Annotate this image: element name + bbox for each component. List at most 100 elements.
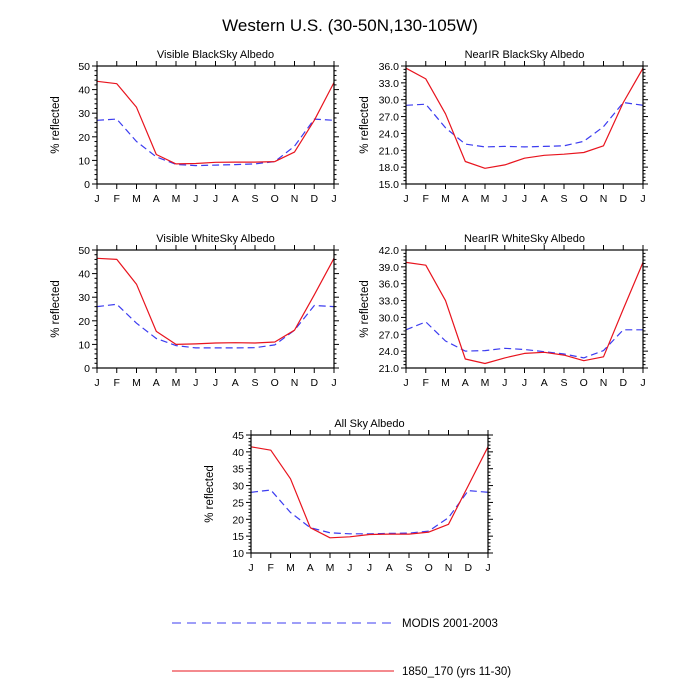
- panel-title: All Sky Albedo: [334, 418, 404, 430]
- y-tick-label: 21.0: [379, 363, 400, 375]
- series-line-modis: [96, 118, 335, 167]
- series-line-model: [405, 67, 644, 169]
- panel-visible-blacksky: Visible BlackSky Albedo % reflected 0 10 20 3…: [50, 49, 339, 205]
- x-tick-label: D: [619, 193, 627, 205]
- y-tick-label: 35: [232, 464, 244, 476]
- x-tick-label: J: [94, 193, 99, 205]
- y-tick-label: 0: [84, 363, 90, 375]
- x-tick-label: O: [580, 377, 588, 389]
- legend: MODIS 2001-2003 1850_170 (yrs 11-30): [172, 618, 511, 678]
- y-tick-label: 40: [78, 85, 90, 97]
- x-tick-label: J: [502, 377, 507, 389]
- y-tick-label: 24.0: [379, 128, 400, 140]
- x-tick-label: N: [600, 377, 608, 389]
- series-line-modis: [405, 321, 643, 359]
- x-tick-label: F: [423, 193, 429, 205]
- x-tick-label: J: [94, 377, 99, 389]
- y-tick-label: 30: [78, 292, 90, 304]
- y-tick-label: 40: [78, 269, 90, 281]
- plot-frame: [96, 65, 335, 185]
- y-tick-label: 25: [232, 497, 244, 509]
- legend-entry-modis: MODIS 2001-2003: [172, 618, 498, 630]
- x-tick-label: J: [331, 377, 336, 389]
- series-line-modis: [96, 303, 335, 349]
- y-tick-label: 27.0: [379, 329, 400, 341]
- x-tick-label: M: [132, 193, 141, 205]
- x-tick-label: J: [403, 377, 408, 389]
- y-tick-label: 50: [78, 61, 90, 73]
- x-tick-label: N: [291, 377, 299, 389]
- y-tick-label: 20: [78, 316, 90, 328]
- x-tick-label: J: [331, 193, 336, 205]
- y-tick-label: 36.0: [379, 61, 400, 73]
- x-tick-label: A: [153, 193, 160, 205]
- y-tick-label: 30.0: [379, 312, 400, 324]
- plot-frame: [250, 434, 489, 554]
- panel-title: Visible BlackSky Albedo: [157, 49, 274, 61]
- y-axis-label: % reflected: [359, 96, 371, 154]
- figure-title: Western U.S. (30-50N,130-105W): [222, 16, 478, 35]
- panel-title: NearIR WhiteSky Albedo: [464, 233, 585, 245]
- x-tick-label: F: [268, 562, 274, 574]
- legend-entry-model: 1850_170 (yrs 11-30): [172, 666, 511, 678]
- x-tick-label: J: [485, 562, 490, 574]
- x-tick-label: O: [580, 193, 588, 205]
- x-tick-label: S: [560, 193, 567, 205]
- y-tick-label: 36.0: [379, 279, 400, 291]
- x-tick-label: O: [271, 193, 279, 205]
- x-tick-label: J: [522, 193, 527, 205]
- y-axis-label: % reflected: [50, 96, 62, 154]
- x-tick-label: M: [132, 377, 141, 389]
- x-tick-label: M: [326, 562, 335, 574]
- x-tick-label: M: [286, 562, 295, 574]
- x-tick-label: N: [600, 193, 608, 205]
- series-line-model: [96, 257, 335, 345]
- x-tick-label: D: [464, 562, 472, 574]
- x-tick-label: O: [425, 562, 433, 574]
- x-tick-label: J: [403, 193, 408, 205]
- y-tick-label: 40: [232, 447, 244, 459]
- x-tick-label: A: [232, 377, 239, 389]
- y-axis-label: % reflected: [204, 465, 216, 523]
- x-tick-label: J: [213, 193, 218, 205]
- x-tick-label: M: [481, 377, 490, 389]
- y-tick-label: 27.0: [379, 112, 400, 124]
- y-tick-label: 10: [78, 339, 90, 351]
- x-tick-label: A: [462, 377, 469, 389]
- y-tick-label: 30: [232, 481, 244, 493]
- x-tick-label: J: [193, 377, 198, 389]
- x-tick-label: A: [307, 562, 314, 574]
- x-tick-label: D: [310, 193, 318, 205]
- y-tick-label: 33.0: [379, 78, 400, 90]
- plot-frame: [96, 249, 335, 369]
- y-tick-label: 20: [232, 514, 244, 526]
- y-tick-label: 39.0: [379, 262, 400, 274]
- x-tick-label: O: [271, 377, 279, 389]
- x-tick-label: J: [502, 193, 507, 205]
- x-tick-label: A: [462, 193, 469, 205]
- x-tick-label: A: [541, 193, 548, 205]
- x-tick-label: S: [251, 377, 258, 389]
- series-line-model: [250, 446, 489, 539]
- x-tick-label: S: [405, 562, 412, 574]
- chart-panels: Visible BlackSky Albedo % reflected 0 10 20 3…: [50, 49, 648, 574]
- x-tick-label: S: [560, 377, 567, 389]
- y-tick-label: 20: [78, 132, 90, 144]
- x-tick-label: A: [386, 562, 393, 574]
- y-tick-label: 0: [84, 179, 90, 191]
- y-tick-label: 18.0: [379, 162, 400, 174]
- y-tick-label: 42.0: [379, 245, 400, 257]
- y-axis-label: % reflected: [359, 280, 371, 338]
- x-tick-label: A: [232, 193, 239, 205]
- series-line-model: [96, 80, 335, 165]
- y-tick-label: 24.0: [379, 346, 400, 358]
- x-tick-label: N: [445, 562, 453, 574]
- x-tick-label: F: [423, 377, 429, 389]
- x-tick-label: J: [248, 562, 253, 574]
- x-tick-label: D: [310, 377, 318, 389]
- panel-nearir-blacksky: NearIR BlackSky Albedo % reflected 15.0 18.…: [359, 49, 648, 205]
- x-tick-label: M: [481, 193, 490, 205]
- y-tick-label: 33.0: [379, 296, 400, 308]
- x-tick-label: J: [347, 562, 352, 574]
